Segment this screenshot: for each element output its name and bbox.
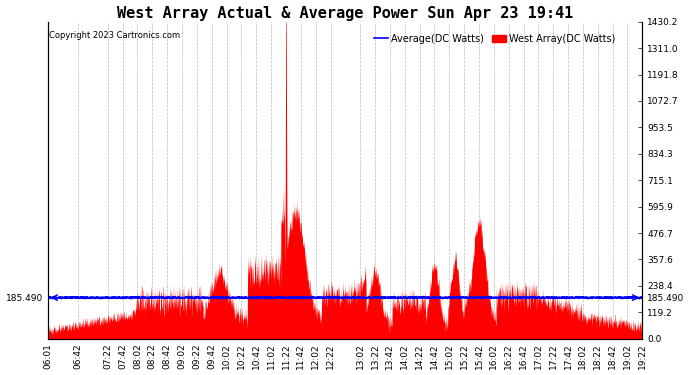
- Title: West Array Actual & Average Power Sun Apr 23 19:41: West Array Actual & Average Power Sun Ap…: [117, 6, 573, 21]
- Legend: Average(DC Watts), West Array(DC Watts): Average(DC Watts), West Array(DC Watts): [370, 30, 620, 48]
- Text: Copyright 2023 Cartronics.com: Copyright 2023 Cartronics.com: [49, 31, 180, 40]
